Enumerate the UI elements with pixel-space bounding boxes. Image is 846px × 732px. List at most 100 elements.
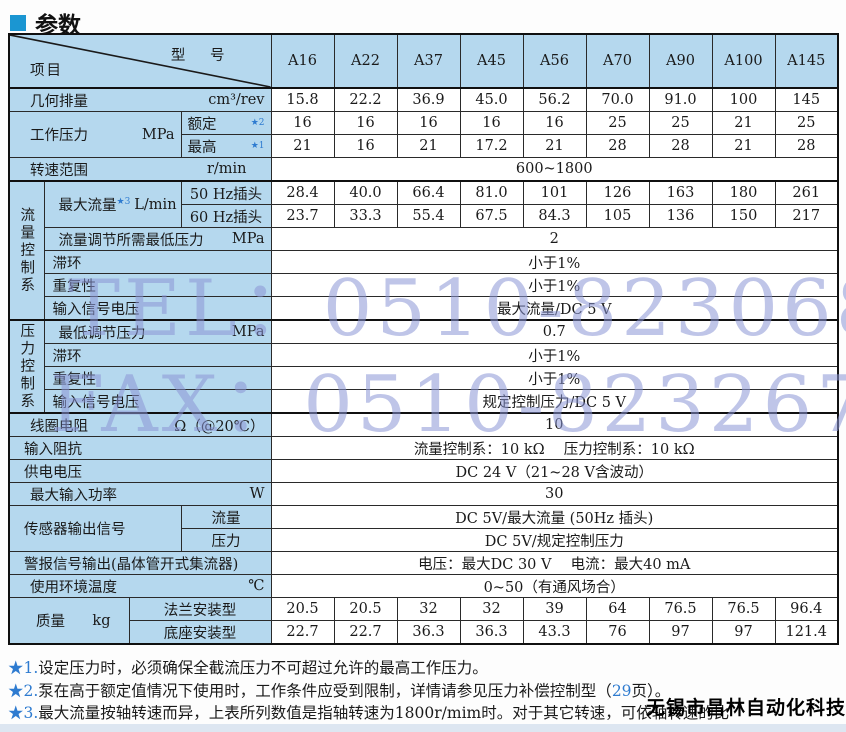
row-max-input-power: 最大输入功率 W 30 (8, 482, 839, 506)
value-cell: 91.0 (648, 87, 713, 112)
value-cell: DC 5V/最大流量 (50Hz 插头) (270, 505, 839, 529)
row-alarm-output: 警报信号输出(晶体管开式集流器) 电压：最大DC 30 V 电流：最大40 mA (8, 551, 839, 575)
row-mass-base: 底座安装型 22.7 22.7 36.3 36.3 43.3 76 97 97 … (9, 620, 839, 645)
row-pressure-hysteresis: 滞环 小于1% (9, 343, 839, 367)
value-cell: 217 (774, 204, 839, 228)
page-reference-link[interactable]: 29 (611, 681, 632, 700)
footnote-marker: ★2 (250, 117, 265, 128)
flow-repeatability-label-cell: 重复性 (43, 273, 272, 297)
row-coil-resistance: 线圈电阻 Ω（@20℃） 10 (8, 412, 839, 437)
row-pressure-min-adjust: 压力控制系 最低调节压力 MPa 0.7 (8, 319, 839, 414)
row-label: 线圈电阻 (30, 418, 88, 435)
value-cell: 22.7 (270, 620, 335, 645)
value-cell: 21 (711, 134, 776, 158)
row-label: 转速范围 (30, 162, 88, 179)
value-cell: 21 (396, 134, 461, 158)
sensor-pressure-label-cell: 压力 (180, 528, 272, 552)
row-pressure-input-signal: 输入信号电压 规定控制压力/DC 5 V (9, 389, 839, 414)
value-cell: 150 (711, 204, 776, 228)
value-cell: 0.7 (270, 319, 839, 344)
page-bottom-strip (0, 724, 846, 732)
alarm-output-label-cell: 警报信号输出(晶体管开式集流器) (8, 551, 272, 575)
model-header-label: 型 号 (170, 48, 235, 64)
item-header-label: 项目 (30, 63, 63, 79)
mass-label-cell: 质量 kg (8, 597, 130, 645)
hz60-label-cell: 60 Hz插头 (180, 204, 272, 228)
row-maxflow-50hz: 流量控制系 最大流量★3 L/min 50 Hz插头 28.4 40.0 66.… (8, 180, 839, 321)
value-cell: 97 (648, 620, 713, 645)
hz50-label-cell: 50 Hz插头 (180, 180, 272, 205)
company-watermark: 无锡市昌林自动化科技 (645, 697, 846, 719)
footnote-text: 设定压力时，必须确保全截流压力不可超过允许的最高工作压力。 (38, 659, 488, 677)
value-cell: DC 5V/规定控制压力 (270, 528, 839, 552)
value-cell: 70.0 (585, 87, 650, 112)
value-cell: 电压：最大DC 30 V 电流：最大40 mA (270, 551, 839, 575)
flow-group-label: 流量控制系 (8, 180, 45, 321)
rated-label-cell: 额定 ★2 (180, 111, 272, 135)
row-label: 流量调节所需最低压力 (58, 232, 204, 249)
flow-min-pressure-label-cell: 流量调节所需最低压力 MPa (43, 227, 272, 251)
value-cell: 97 (711, 620, 776, 645)
pressure-repeatability-label-cell: 重复性 (43, 366, 272, 390)
value-cell: 32 (396, 597, 461, 621)
value-cell: 36.9 (396, 87, 461, 112)
input-impedance-label-cell: 输入阻抗 (8, 436, 272, 460)
row-label: 几何排量 (30, 93, 88, 110)
value-cell: 600~1800 (270, 157, 839, 182)
footnote-marker: ★3 (116, 197, 131, 208)
value-cell: 33.3 (333, 204, 398, 228)
value-cell: 21 (270, 134, 335, 158)
value-cell: 25 (648, 111, 713, 135)
value-cell: 小于1% (270, 273, 839, 297)
row-ambient-temp: 使用环境温度 ℃ 0~50（有通风场合） (8, 574, 839, 598)
footnote-marker: ★3. (8, 704, 39, 722)
max-label-cell: 最高 ★1 (180, 134, 272, 158)
footnote-2: ★2.泵在高于额定值情况下使用时，工作条件应受到限制，详情请参见压力补偿控制型（… (8, 680, 846, 703)
value-cell: 76 (585, 620, 650, 645)
sub-label: 额定 (187, 116, 217, 133)
row-pressure-repeatability: 重复性 小于1% (9, 366, 839, 390)
pressure-hysteresis-label-cell: 滞环 (43, 343, 272, 367)
sensor-output-label-cell: 传感器输出信号 (8, 505, 182, 552)
value-cell: 96.4 (774, 597, 839, 621)
value-cell: 28 (648, 134, 713, 158)
row-unit: MPa (231, 231, 265, 247)
value-cell: 28 (585, 134, 650, 158)
row-label: 最低调节压力 (58, 325, 146, 342)
model-col-header: A56 (522, 33, 587, 89)
footnote-text: 泵在高于额定值情况下使用时，工作条件应受到限制，详情请参见压力补偿控制型（ (38, 681, 612, 700)
displacement-label-cell: 几何排量 cm³/rev (8, 87, 272, 112)
value-cell: 30 (270, 482, 839, 506)
value-cell: 15.8 (270, 87, 335, 112)
flange-mount-label-cell: 法兰安装型 (128, 597, 272, 621)
row-input-impedance: 输入阻抗 流量控制系：10 kΩ 压力控制系：10 kΩ (8, 436, 839, 460)
row-sensor-pressure: 压力 DC 5V/规定控制压力 (9, 528, 839, 552)
value-cell: 100 (711, 87, 776, 112)
value-cell: 28 (774, 134, 839, 158)
row-flow-repeatability: 重复性 小于1% (9, 273, 839, 297)
value-cell: 121.4 (774, 620, 839, 645)
footnote-marker: ★1. (8, 659, 39, 677)
value-cell: 67.5 (459, 204, 524, 228)
value-cell: 流量控制系：10 kΩ 压力控制系：10 kΩ (270, 436, 839, 460)
row-mass-flange: 质量 kg 法兰安装型 20.5 20.5 32 32 39 64 76.5 7… (8, 597, 839, 645)
model-col-header: A37 (396, 33, 461, 89)
value-cell: 105 (585, 204, 650, 228)
value-cell: 36.3 (459, 620, 524, 645)
row-unit: kg (92, 612, 111, 629)
row-maxflow-60hz: 60 Hz插头 23.7 33.3 55.4 67.5 84.3 105 136… (9, 204, 839, 228)
row-unit: Ω（@20℃） (174, 418, 265, 435)
value-cell: 23.7 (270, 204, 335, 228)
model-col-header: A145 (774, 33, 839, 89)
model-col-header: A90 (648, 33, 713, 89)
value-cell: 64 (585, 597, 650, 621)
footnote-marker: ★2. (8, 681, 39, 700)
row-unit: ℃ (248, 578, 265, 594)
value-cell: 39 (522, 597, 587, 621)
footnote-text: 页）。 (631, 681, 671, 700)
footnote-text: 最大流量按轴转速而异，上表所列数值是指轴转速为1800r/mim时。对于其它转速… (38, 704, 730, 722)
diagonal-line (10, 35, 270, 87)
model-col-header: A45 (459, 33, 524, 89)
value-cell: 40.0 (333, 180, 398, 205)
